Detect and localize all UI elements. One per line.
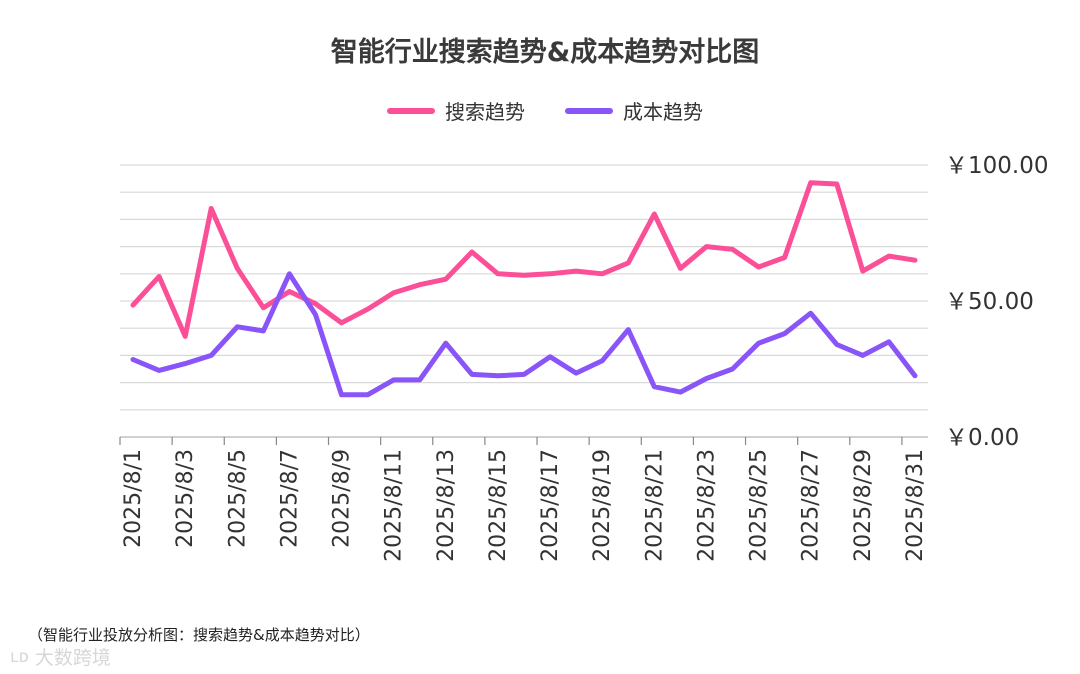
x-tick-label: 2025/8/1 (121, 449, 146, 548)
x-tick-label: 2025/8/31 (903, 449, 928, 562)
x-tick-label: 2025/8/19 (590, 449, 615, 562)
legend-label-search: 搜索趋势 (445, 100, 525, 124)
y-tick-label: ￥100.00 (945, 153, 1048, 179)
watermark-text: 大数跨境 (34, 647, 111, 669)
x-tick-label: 2025/8/29 (851, 449, 876, 562)
legend-swatch-search (387, 107, 435, 114)
series-line-cost (130, 271, 918, 398)
legend: 搜索趋势 成本趋势 (0, 96, 1080, 125)
watermark: ʟᴅ 大数跨境 (10, 643, 111, 670)
x-tick-label: 2025/8/5 (225, 449, 250, 548)
x-tick-label: 2025/8/27 (799, 449, 824, 562)
y-tick-label: ￥50.00 (945, 289, 1034, 315)
x-tick-label: 2025/8/21 (642, 449, 667, 562)
x-tick-label: 2025/8/11 (382, 449, 407, 562)
x-tick-label: 2025/8/25 (747, 449, 772, 562)
x-tick-label: 2025/8/7 (277, 449, 302, 548)
legend-swatch-cost (565, 107, 613, 114)
y-tick-label: ￥0.00 (945, 425, 1019, 451)
x-tick-label: 2025/8/23 (694, 449, 719, 562)
watermark-logo: ʟᴅ (10, 646, 29, 667)
x-tick-label: 2025/8/3 (173, 449, 198, 548)
x-tick-label: 2025/8/17 (538, 449, 563, 562)
legend-item-search[interactable]: 搜索趋势 (387, 96, 525, 125)
x-tick-label: 2025/8/15 (486, 449, 511, 562)
chart-title: 智能行业搜索趋势&成本趋势对比图 (330, 37, 760, 68)
legend-item-cost[interactable]: 成本趋势 (565, 96, 703, 125)
x-tick-label: 2025/8/9 (330, 449, 355, 548)
legend-label-cost: 成本趋势 (623, 100, 703, 124)
footnote: （智能行业投放分析图：搜索趋势&成本趋势对比） (28, 626, 370, 644)
series-line-search (130, 180, 918, 339)
x-tick-label: 2025/8/13 (434, 449, 459, 562)
